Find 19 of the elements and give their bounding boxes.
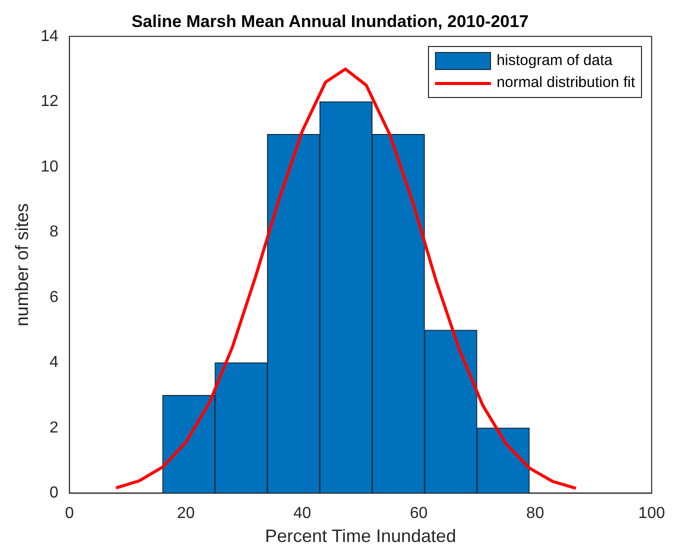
- y-tick-label: 12: [40, 93, 58, 110]
- y-tick-label: 8: [49, 224, 58, 241]
- x-tick-label: 20: [176, 505, 195, 522]
- chart-title: Saline Marsh Mean Annual Inundation, 2010-2017: [131, 12, 529, 31]
- y-tick-label: 0: [49, 484, 58, 502]
- y-tick-label: 2: [49, 419, 58, 436]
- x-tick-label: 100: [638, 505, 666, 522]
- x-axis-title: Percent Time Inundated: [264, 526, 456, 546]
- x-tick-label: 60: [410, 505, 428, 522]
- x-tick-label: 80: [526, 505, 544, 522]
- y-axis-title: number of sites: [12, 203, 32, 326]
- x-tick-label: 0: [64, 505, 74, 522]
- y-tick-label: 6: [49, 288, 58, 306]
- y-tick-label: 14: [40, 28, 58, 45]
- legend-label: normal distribution fit: [496, 73, 635, 93]
- legend-label: histogram of data: [496, 51, 612, 71]
- y-tick-label: 10: [40, 158, 58, 176]
- y-tick-label: 4: [49, 354, 58, 372]
- x-tick-label: 40: [293, 505, 312, 522]
